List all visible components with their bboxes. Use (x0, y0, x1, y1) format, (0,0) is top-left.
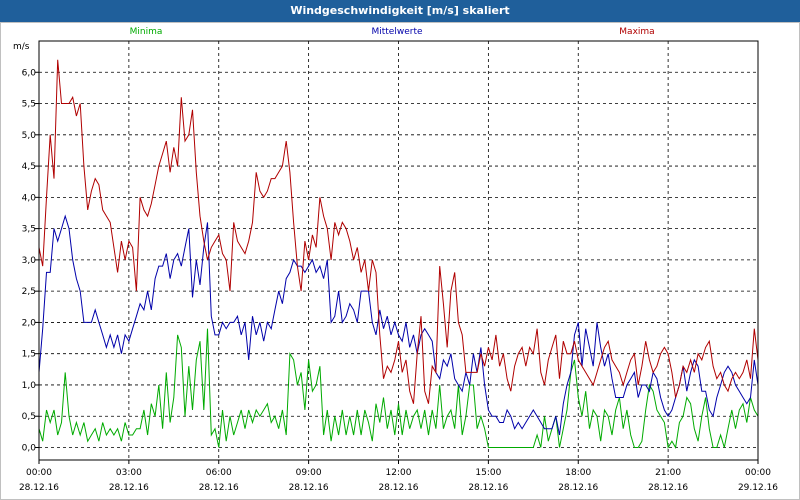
x-tick-date-label: 28.12.16 (558, 483, 598, 493)
x-tick-date-label: 28.12.16 (199, 483, 239, 493)
x-tick-time-label: 21:00 (655, 468, 681, 478)
legend-entry-maxima: Maxima (619, 27, 654, 37)
y-tick-label: 6,0 (22, 68, 37, 78)
y-tick-label: 0,5 (22, 412, 36, 422)
series-line-maxima (38, 59, 759, 404)
series-lines (38, 59, 759, 449)
y-tick-label: 2,5 (22, 287, 36, 297)
legend-entry-mittelwerte: Mittelwerte (371, 27, 422, 37)
x-tick-time-label: 09:00 (296, 468, 322, 478)
x-tick-time-label: 00:00 (26, 468, 52, 478)
wind-speed-chart: 0,0 0,5 1,0 1,5 2,0 2,5 3,0 3,5 4,0 4,5 5,0 5,5 6,0 0… (13, 27, 778, 493)
x-tick-time-label: 06:00 (206, 468, 232, 478)
axes: 0,0 0,5 1,0 1,5 2,0 2,5 3,0 3,5 4,0 4,5 5,0 5,5 6,0 0… (19, 40, 778, 493)
series-line-minima (38, 328, 759, 449)
x-tick-date-label: 29.12.16 (738, 483, 778, 493)
y-tick-label: 3,5 (22, 225, 36, 235)
legend: Minima Mittelwerte Maxima (130, 27, 655, 37)
y-tick-label: 1,5 (22, 350, 36, 360)
y-tick-label: 5,0 (22, 131, 37, 141)
x-tick-date-label: 28.12.16 (19, 483, 59, 493)
legend-entry-minima: Minima (130, 27, 163, 37)
x-tick-time-label: 03:00 (116, 468, 142, 478)
x-tick-date-label: 28.12.16 (648, 483, 688, 493)
x-tick-time-label: 18:00 (565, 468, 591, 478)
series-line-mittelwerte (38, 214, 759, 436)
x-tick-date-label: 28.12.16 (289, 483, 329, 493)
y-axis-unit-label: m/s (13, 42, 30, 52)
y-tick-label: 1,0 (22, 381, 37, 391)
x-tick-date-label: 28.12.16 (468, 483, 508, 493)
x-tick-date-label: 28.12.16 (378, 483, 418, 493)
y-tick-label: 4,5 (22, 162, 36, 172)
x-tick-time-label: 12:00 (386, 468, 412, 478)
y-tick-label: 0,0 (22, 443, 37, 453)
y-tick-label: 3,0 (22, 256, 37, 266)
x-tick-date-label: 28.12.16 (109, 483, 149, 493)
y-tick-label: 2,0 (22, 318, 37, 328)
y-tick-label: 5,5 (22, 100, 36, 110)
x-tick-time-label: 15:00 (475, 468, 501, 478)
x-tick-time-label: 00:00 (745, 468, 771, 478)
chart-panel: 0,0 0,5 1,0 1,5 2,0 2,5 3,0 3,5 4,0 4,5 5,0 5,5 6,0 0… (0, 22, 800, 500)
y-tick-label: 4,0 (22, 193, 37, 203)
grid (39, 41, 758, 460)
window-title: Windgeschwindigkeit [m/s] skaliert (0, 0, 800, 22)
